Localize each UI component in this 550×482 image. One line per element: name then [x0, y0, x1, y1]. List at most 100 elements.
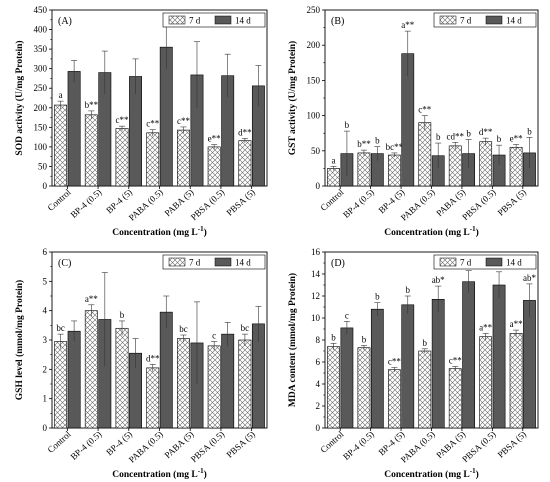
- panel-3-xtick-label: PBSA (5): [224, 429, 257, 460]
- panel-4-xtick-label: PBSA (0.5): [460, 429, 498, 464]
- panel-1-significance-label: d**: [238, 127, 252, 137]
- panel-3-bar-7d: [84, 310, 98, 429]
- panel-4-significance-label: ab*: [523, 273, 536, 283]
- panel-2-significance-label: e**: [510, 133, 523, 143]
- panel-1-significance-label: e**: [208, 134, 221, 144]
- panel-2-ytick-label: 50: [311, 146, 321, 156]
- panel-4-bar-14d: [462, 281, 476, 429]
- panel-2-ylabel: GST activity (U/mg Protein): [287, 41, 298, 155]
- panel-1-xtick-label: PBSA (5): [224, 187, 257, 218]
- panel-1-ytick-label: 450: [34, 5, 48, 15]
- panel-1-ytick-label: 50: [38, 161, 48, 171]
- panel-1-significance-label: c**: [177, 116, 190, 126]
- panel-3-significance-label: bc: [56, 323, 65, 333]
- panel-3-ytick-label: 0: [43, 423, 48, 433]
- panel-4-significance-label: ab*: [432, 275, 445, 285]
- panel-2-bar-7d: [357, 152, 371, 187]
- panel-4-significance-label: b: [423, 338, 428, 348]
- panel-4-bar-7d: [357, 347, 371, 429]
- panel-4-ylabel: MDA content (mmol/mg Protein): [287, 273, 298, 407]
- panel-4-ytick-label: 8: [316, 335, 321, 345]
- panel-1-ytick-label: 300: [34, 64, 48, 74]
- panel-4-significance-label: c: [345, 310, 349, 320]
- panel-3-xtick-label: BP-4 (5): [104, 429, 134, 457]
- panel-2-ytick-label: 100: [307, 111, 321, 121]
- panel-4-bar-7d: [479, 336, 493, 429]
- panel-1-legend-swatch-7d: [168, 15, 186, 25]
- panel-4-ytick-label: 4: [316, 379, 321, 389]
- panel-3-significance-label: bc: [179, 324, 188, 334]
- panel-3-plot-frame: [51, 251, 268, 429]
- panel-2-significance-label: b: [375, 136, 380, 146]
- panel-4-bar-7d: [418, 350, 432, 429]
- panel-2-legend-label-7d: 7 d: [460, 16, 472, 26]
- panel-2-significance-label: b: [497, 134, 502, 144]
- panel-2-bar-7d: [387, 154, 401, 187]
- panel-2-bar-7d: [327, 168, 340, 187]
- panel-4-legend-label-7d: 7 d: [460, 258, 472, 268]
- panel-4-legend-swatch-7d: [439, 257, 457, 267]
- panel-3-significance-label: a**: [85, 294, 98, 304]
- panel-3-ylabel: GSH level (mmol/mg Protein): [14, 280, 25, 400]
- panel-3-bar-14d: [67, 330, 81, 429]
- panel-4-ytick-label: 10: [311, 313, 321, 323]
- panel-4-ytick-label: 2: [316, 401, 321, 411]
- panel-2-significance-label: d**: [479, 127, 493, 137]
- panel-1-legend-box: [162, 12, 266, 28]
- panel-3-bar-14d: [221, 333, 235, 429]
- panel-1-bar-7d: [207, 146, 221, 187]
- panel-4-ytick-label: 0: [316, 423, 321, 433]
- panel-2-significance-label: b: [345, 120, 350, 130]
- panel-3-ytick-label: 4: [43, 306, 48, 316]
- panel-2-significance-label: b: [466, 129, 471, 139]
- panel-2-xtick-label: BP-4 (0.5): [341, 187, 376, 220]
- panel-1-bar-7d: [84, 114, 98, 187]
- panel-4-significance-label: a**: [510, 319, 523, 329]
- panel-1-significance-label: c**: [146, 119, 159, 129]
- panel-3-bar-7d: [54, 341, 68, 429]
- panel-1-panel-label: (A): [58, 16, 72, 27]
- panel-4-ytick-label: 12: [311, 291, 320, 301]
- panel-1-significance-label: c**: [116, 115, 129, 125]
- panel-2-significance-label: a: [332, 155, 336, 165]
- panel-1-bar-7d: [238, 140, 252, 187]
- panel-2-bar-7d: [418, 122, 432, 187]
- panel-4-bar-7d: [387, 369, 401, 429]
- panel-3-xtick-label: BP-4 (0.5): [68, 429, 103, 462]
- panel-4-significance-label: b: [331, 332, 336, 342]
- panel-3-ytick-label: 6: [43, 247, 48, 257]
- panel-2-xlabel: Concentration (mg L-1): [384, 225, 479, 238]
- panel-2-bar-7d: [509, 146, 523, 187]
- panel-1-xtick-label: Control: [46, 187, 73, 213]
- panel-1-legend-label-14d: 14 d: [235, 16, 251, 26]
- panel-1-xtick-label: BP-4 (5): [104, 187, 134, 215]
- panel-1-bar-14d: [67, 71, 81, 187]
- panel-1-ytick-label: 250: [34, 83, 48, 93]
- panel-3-significance-label: b: [120, 310, 125, 320]
- panel-1-significance-label: a: [59, 90, 63, 100]
- panel-4-bar-14d: [370, 308, 384, 429]
- panel-2-ytick-label: 150: [307, 75, 321, 85]
- panel-3-bar-14d: [159, 311, 173, 429]
- panel-3-legend-label-14d: 14 d: [235, 258, 251, 268]
- panel-4-legend-box: [433, 254, 537, 270]
- panel-4-significance-label: c**: [388, 357, 401, 367]
- panel-1-ytick-label: 150: [34, 122, 48, 132]
- panel-4-ytick-label: 14: [311, 269, 321, 279]
- panel-2-ytick-label: 250: [307, 5, 321, 15]
- panel-1-xtick-label: BP-4 (0.5): [68, 187, 103, 220]
- panel-1-legend-swatch-14d: [214, 15, 232, 25]
- panel-4-bar-14d: [340, 327, 354, 429]
- panel-3-bar-7d: [177, 338, 190, 429]
- panel-3-panel-label: (C): [58, 258, 71, 269]
- panel-1-ylabel: SOD activity (U/mg Protein): [14, 40, 25, 155]
- panel-1-xlabel: Concentration (mg L-1): [112, 225, 207, 238]
- panel-4-xtick-label: BP-4 (0.5): [341, 429, 376, 462]
- panel-4-ytick-label: 16: [311, 247, 321, 257]
- panel-2-xtick-label: PBSA (5): [496, 187, 529, 218]
- panel-2-ytick-label: 0: [316, 181, 321, 191]
- panel-4-bar-14d: [492, 284, 506, 429]
- panel-3-bar-7d: [207, 345, 221, 429]
- panel-3-significance-label: bc: [241, 323, 250, 333]
